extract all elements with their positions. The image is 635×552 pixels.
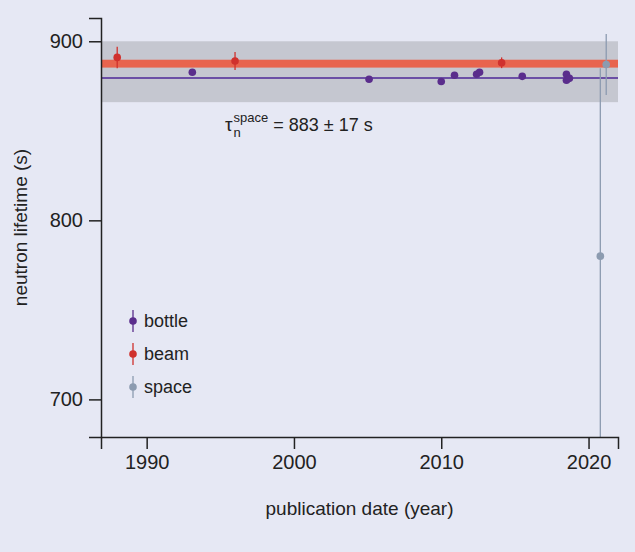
tick: 1990: [125, 437, 170, 473]
annotation-subscript: n: [234, 125, 241, 140]
plot-area: [101, 34, 618, 437]
tick: 800: [50, 209, 101, 231]
axis-line: [89, 19, 102, 438]
point: [437, 78, 445, 86]
point: [231, 57, 239, 65]
point: [113, 54, 121, 62]
tick-label: 900: [50, 30, 83, 52]
tick: 2010: [419, 437, 464, 473]
point: [189, 68, 197, 76]
tick-mark: [588, 437, 590, 449]
tick-mark: [441, 437, 443, 449]
y-axis: 700 800 900: [50, 19, 102, 438]
legend-label: bottle: [144, 311, 188, 331]
tick-mark: [146, 437, 148, 449]
series-bottle: [189, 68, 574, 85]
annotation-superscript: space: [234, 110, 269, 125]
x-axis: 1990 2000 2010 2020: [102, 437, 619, 473]
annotation: = 883 ± 17 s: [273, 115, 372, 135]
point: [566, 75, 574, 83]
tick-label: 2000: [272, 451, 317, 473]
legend-marker: [129, 383, 137, 391]
point: [498, 59, 506, 67]
point: [602, 61, 610, 69]
point: [451, 71, 459, 79]
tick-mark: [89, 220, 101, 222]
band: [101, 41, 618, 102]
tick-mark: [89, 399, 101, 401]
tick-mark: [294, 437, 296, 449]
tick: 700: [50, 388, 101, 410]
band: [101, 60, 618, 68]
legend-label: beam: [144, 344, 189, 364]
tick-label: 700: [50, 388, 83, 410]
tick: 900: [50, 30, 101, 52]
legend: bottle beam space: [129, 310, 192, 398]
annotation-symbol: τ: [225, 114, 233, 135]
legend-marker: [129, 317, 137, 325]
legend-label: space: [144, 377, 192, 397]
tick-label: 800: [50, 209, 83, 231]
chart: 1990 2000 2010 2020 700 800 900 publication dat…: [0, 0, 635, 552]
x-axis-title: publication date (year): [266, 498, 454, 519]
point: [518, 73, 526, 81]
series-space: [597, 34, 610, 437]
legend-marker: [129, 350, 137, 358]
series-beam: [113, 47, 505, 70]
tick: 2020: [567, 437, 612, 473]
point: [365, 75, 373, 83]
tick: 2000: [272, 437, 317, 473]
tick-label: 2010: [419, 451, 464, 473]
point: [476, 68, 484, 76]
axis-line: [102, 438, 619, 450]
reference-line: [101, 77, 618, 79]
point: [597, 252, 605, 260]
tick-label: 1990: [125, 451, 170, 473]
y-axis-title: neutron lifetime (s): [10, 149, 31, 306]
tick-mark: [89, 41, 101, 43]
tick-label: 2020: [567, 451, 612, 473]
